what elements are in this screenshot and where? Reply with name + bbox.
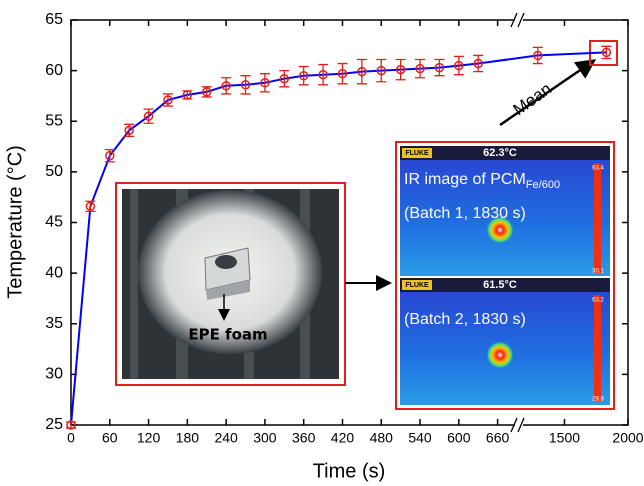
brand: FLUKE [405,150,429,157]
y-tick-label: 25 [45,416,63,433]
x-tick-label: 180 [176,430,200,446]
x-tick-label: 120 [137,430,161,446]
chart: Temperature (°C) Time (s) EPE foam FLUKE… [0,0,644,486]
y-tick-label: 45 [45,214,63,231]
ir-temp: 61.5°C [483,279,517,291]
x-tick-label: 420 [331,430,355,446]
batch-label: (Batch 2, 1830 s) [404,311,526,328]
ir-scale: 63.2 [592,298,604,304]
ir-title-text: IR image of PCM [404,171,526,188]
x-tick-label: 300 [253,430,277,446]
x-tick-label: 60 [102,430,118,446]
x-tick-label: 540 [408,430,432,446]
ir-temp: 62.3°C [483,147,517,159]
foam-photo-inset [116,183,345,385]
x-tick-label: 1500 [549,430,580,446]
x-tick-label: 0 [67,430,75,446]
y-tick-label: 65 [45,11,63,28]
y-tick-label: 40 [45,264,63,281]
mean-label: Mean [510,79,556,119]
ir-scale: 63.4 [592,166,604,172]
y-tick-label: 35 [45,315,63,332]
ir-subscript: Fe/600 [526,179,560,191]
brand: FLUKE [405,282,429,289]
x-tick-label: 600 [447,430,471,446]
batch-label: (Batch 1, 1830 s) [404,205,526,222]
y-tick-label: 50 [45,163,63,180]
x-tick-label: 240 [214,430,238,446]
x-axis-label: Time (s) [313,460,386,482]
x-tick-label: 480 [370,430,394,446]
y-tick-label: 30 [45,366,63,383]
x-tick-label: 360 [292,430,316,446]
y-tick-label: 60 [45,62,63,79]
ir-scale: 29.8 [592,397,604,403]
x-tick-label: 660 [486,430,510,446]
foam-label: EPE foam [188,326,267,344]
y-tick-label: 55 [45,112,63,129]
y-axis-label: Temperature (°C) [4,145,26,299]
ir-scale: 30.1 [592,269,604,275]
x-tick-label: 2000 [612,430,643,446]
